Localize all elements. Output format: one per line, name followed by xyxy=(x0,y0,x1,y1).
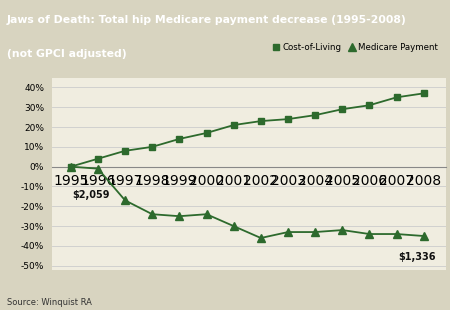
Text: $2,059: $2,059 xyxy=(72,190,110,201)
Legend: Cost-of-Living, Medicare Payment: Cost-of-Living, Medicare Payment xyxy=(270,39,441,55)
Text: Jaws of Death: Total hip Medicare payment decrease (1995-2008): Jaws of Death: Total hip Medicare paymen… xyxy=(7,15,406,25)
Text: (not GPCI adjusted): (not GPCI adjusted) xyxy=(7,49,126,59)
Text: $1,336: $1,336 xyxy=(398,252,436,262)
Text: Source: Winquist RA: Source: Winquist RA xyxy=(7,298,92,307)
